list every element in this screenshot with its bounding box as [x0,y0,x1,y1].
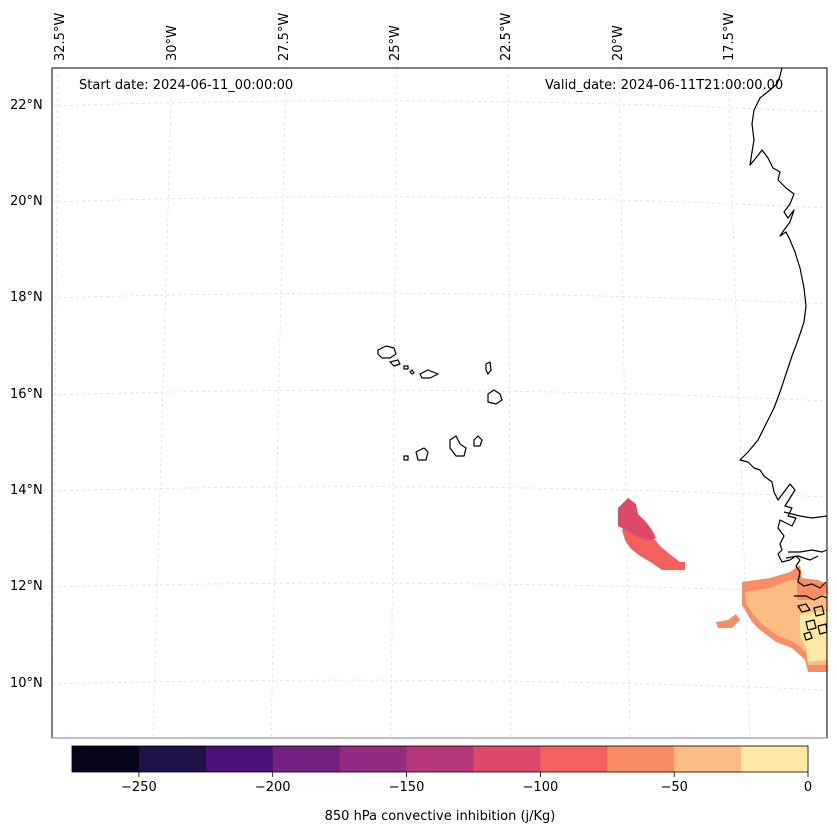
lon-label-25w: 25°W [388,25,403,61]
island-santo-antao [377,345,397,359]
island-santiago [449,435,467,457]
colorbar-tick-marks [138,772,809,777]
coastline-bijagos [797,603,828,641]
meridian-17-5w [727,67,751,739]
colorbar-bin-4 [339,746,408,772]
cin-contours [618,498,827,672]
colorbar-tick-label: −150 [388,780,425,795]
lat-label-22n: 22°N [10,98,43,113]
colorbar-tick-label: −50 [660,780,688,795]
island-sao-vicente [389,359,401,367]
meridian-22-5w [507,67,512,739]
colorbar-tick-label: −100 [522,780,559,795]
colorbar-bin-7 [540,746,608,772]
coastlines [377,67,828,641]
parallel-18n [51,292,828,305]
parallel-12n [51,582,828,594]
colorbar-frame [71,745,809,773]
colorbar-bin-3 [272,746,341,772]
lat-label-10n: 10°N [10,676,43,691]
parallel-10n [51,679,828,691]
island-brava [403,455,409,461]
lon-label-17-5w: 17.5°W [722,12,737,61]
colorbar-bin-2 [205,746,274,772]
colorbar-bin-6 [473,746,541,772]
parallel-20n [51,196,828,209]
lon-label-32-5w: 32.5°W [53,12,68,61]
colorbar-bin-9 [674,746,742,772]
coastline-africa-detail [783,511,828,519]
parallel-14n [51,486,828,498]
colorbar-bin-8 [607,746,675,772]
coastline-gambia-south [785,555,819,561]
parallel-22n [51,100,828,113]
lon-label-22-5w: 22.5°W [499,12,514,61]
island-boa-vista [487,389,503,405]
island-sao-nicolau [409,369,439,379]
map-frame [51,67,828,739]
meridian-30w [152,67,173,739]
colorbar-bin-10 [741,746,809,772]
lat-label-16n: 16°N [10,387,43,402]
lat-label-18n: 18°N [10,290,43,305]
colorbar-tick-label: −250 [121,780,157,795]
lon-label-27-5w: 27.5°W [277,12,292,61]
graticule [51,67,828,739]
start-date-label: Start date: 2024-06-11_00:00:00 [79,78,294,93]
lat-label-14n: 14°N [10,483,43,498]
lat-label-12n: 12°N [10,579,43,594]
colorbar-bin-5 [406,746,474,772]
valid-date-label: Valid_date: 2024-06-11T21:00:00.00 [545,78,784,93]
island-maio [473,435,483,447]
lon-label-30w: 30°W [165,25,180,61]
colorbar-tick-label: −200 [254,780,291,795]
colorbar-bin-1 [138,746,207,772]
island-sal [485,361,492,375]
contour-patch-offshore-core [618,498,656,541]
coastline-guinea-bissau [794,595,828,601]
coastline-gambia-north [788,549,828,553]
coastline-africa [739,67,827,589]
meridian-32-5w [51,67,59,739]
lat-label-20n: 20°N [10,194,43,209]
island-santa-luzia [403,365,409,370]
colorbar-title: 850 hPa convective inhibition (j/Kg) [324,809,556,824]
colorbar [72,746,809,772]
meridian-25w [390,67,398,739]
meridian-27-5w [270,67,287,739]
colorbar-bin-0 [72,746,140,772]
parallel-16n [51,389,828,402]
meridian-20w [618,67,631,739]
island-fogo [415,447,429,461]
contour-patch-coast-small [716,614,740,628]
lon-label-20w: 20°W [611,25,626,61]
colorbar-tick-label: 0 [803,780,813,795]
